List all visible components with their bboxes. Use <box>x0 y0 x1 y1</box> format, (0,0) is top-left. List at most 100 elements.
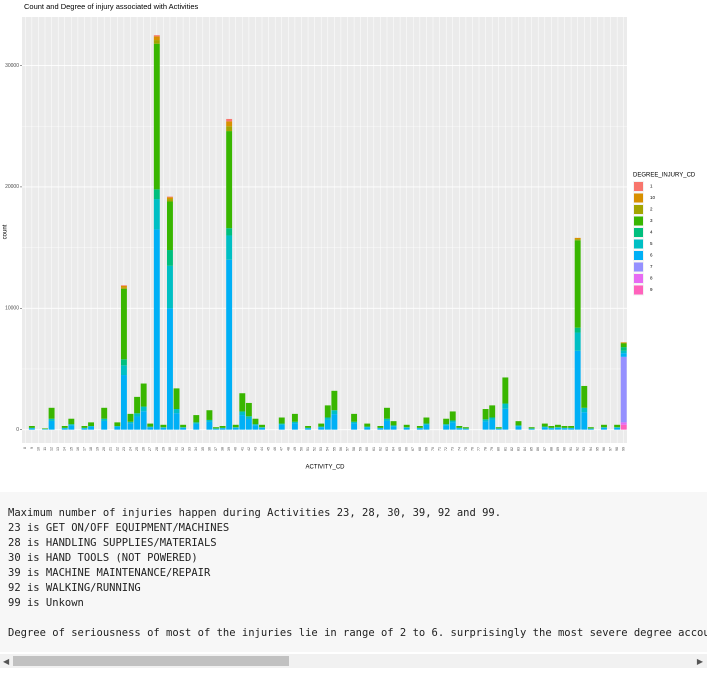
x-tick-label: 71 <box>438 447 442 451</box>
x-tick-label: 82 <box>510 447 514 451</box>
x-tick-label: 58 <box>352 447 356 451</box>
x-tick-label: 59 <box>359 447 363 451</box>
legend-swatch <box>634 251 643 260</box>
bar-segment <box>48 418 55 421</box>
y-axis-label: count <box>3 224 9 239</box>
bar-segment <box>548 426 555 428</box>
x-tick-label: 55 <box>332 447 336 451</box>
scroll-thumb[interactable] <box>13 656 289 666</box>
y-tick-label: 20000 <box>5 184 19 190</box>
x-tick-label: 21 <box>109 447 113 451</box>
bar-segment <box>574 350 581 430</box>
bar-segment <box>193 423 200 430</box>
bar-segment <box>226 228 233 236</box>
bar-segment <box>390 426 397 430</box>
bar-segment <box>48 420 55 430</box>
x-tick-label: 57 <box>345 447 349 451</box>
x-tick-label: 52 <box>313 447 317 451</box>
x-tick-label: 63 <box>385 447 389 451</box>
bar-segment <box>318 426 325 428</box>
bar-segment <box>574 239 581 241</box>
x-tick-label: 14 <box>63 447 67 451</box>
x-tick-label: 32 <box>181 447 185 451</box>
cell-output: Maximum number of injuries happen during… <box>0 492 707 652</box>
bar-segment <box>167 196 173 198</box>
bar-segment <box>331 390 338 411</box>
horizontal-scrollbar[interactable]: ◀ ▶ <box>0 654 707 668</box>
legend-swatch <box>634 239 643 249</box>
bar-segment <box>377 426 384 428</box>
legend-swatch <box>634 193 643 203</box>
x-tick-label: 41 <box>240 447 244 451</box>
bar-segment <box>259 427 265 430</box>
bar-segment <box>423 417 430 424</box>
bar-segment <box>252 425 259 430</box>
bar-segment <box>180 427 187 430</box>
x-tick-label: 26 <box>142 447 146 451</box>
bar-segment <box>252 424 259 426</box>
x-tick-label: 87 <box>543 447 547 451</box>
bar-segment <box>423 424 430 430</box>
legend-label: 4 <box>650 230 653 235</box>
bar-segment <box>153 36 160 41</box>
x-tick-label: 81 <box>503 447 507 451</box>
x-tick-label: 10 <box>36 447 40 451</box>
bar-segment <box>620 342 627 344</box>
bar-segment <box>28 426 35 428</box>
bar-segment <box>114 426 121 427</box>
bar-segment <box>403 424 410 428</box>
bar-segment <box>291 423 298 430</box>
x-tick-label: 54 <box>326 447 330 451</box>
bar-segment <box>620 424 627 430</box>
bar-segment <box>213 427 219 429</box>
output-line: 23 is GET ON/OFF EQUIPMENT/MACHINES <box>8 522 230 534</box>
bar-segment <box>134 413 141 417</box>
output-line: 92 is WALKING/RUNNING <box>8 582 141 594</box>
x-tick-label: 44 <box>260 447 264 451</box>
x-tick-label: 51 <box>306 447 310 451</box>
x-tick-label: 9 <box>30 447 34 449</box>
x-tick-label: 84 <box>523 447 527 451</box>
bar-segment <box>120 375 127 430</box>
bar-segment <box>259 424 265 428</box>
x-tick-label: 76 <box>470 447 474 451</box>
x-tick-label: 17 <box>82 447 86 451</box>
bar-segment <box>462 427 469 429</box>
bar-segment <box>278 423 285 425</box>
bar-segment <box>390 421 397 426</box>
bar-segment <box>495 427 502 429</box>
legend-swatch <box>634 205 643 214</box>
bar-segment <box>443 418 450 425</box>
bar-segment <box>48 407 55 419</box>
bar-segment <box>114 426 121 430</box>
x-tick-label: 48 <box>286 447 290 451</box>
x-tick-label: 40 <box>234 447 238 451</box>
x-tick-label: 18 <box>89 447 93 451</box>
x-tick-label: 60 <box>365 447 369 451</box>
x-tick-label: 13 <box>56 447 60 451</box>
bar-segment <box>324 405 331 418</box>
bar-segment <box>153 229 160 430</box>
legend-label: 10 <box>650 195 656 200</box>
scroll-right[interactable]: ▶ <box>696 657 703 666</box>
bar-segment <box>226 235 233 260</box>
bar-segment <box>127 423 134 430</box>
x-tick-label: 79 <box>490 447 494 451</box>
scroll-left[interactable]: ◀ <box>3 657 10 666</box>
bar-segment <box>226 131 233 229</box>
bar-segment <box>28 428 35 430</box>
legend-label: 2 <box>650 207 653 212</box>
bar-segment <box>61 426 68 428</box>
output-line: Maximum number of injuries happen during… <box>8 507 502 519</box>
bar-segment <box>245 416 252 419</box>
bar-segment <box>489 405 496 418</box>
bar-segment <box>482 419 489 422</box>
bar-segment <box>127 413 134 422</box>
bar-segment <box>601 427 607 430</box>
bar-segment <box>384 418 390 421</box>
x-tick-label: 88 <box>549 447 553 451</box>
y-tick-label: 0 <box>16 427 19 433</box>
bar-segment <box>147 427 154 430</box>
bar-segment <box>140 406 147 412</box>
x-tick-label: 28 <box>155 447 159 451</box>
